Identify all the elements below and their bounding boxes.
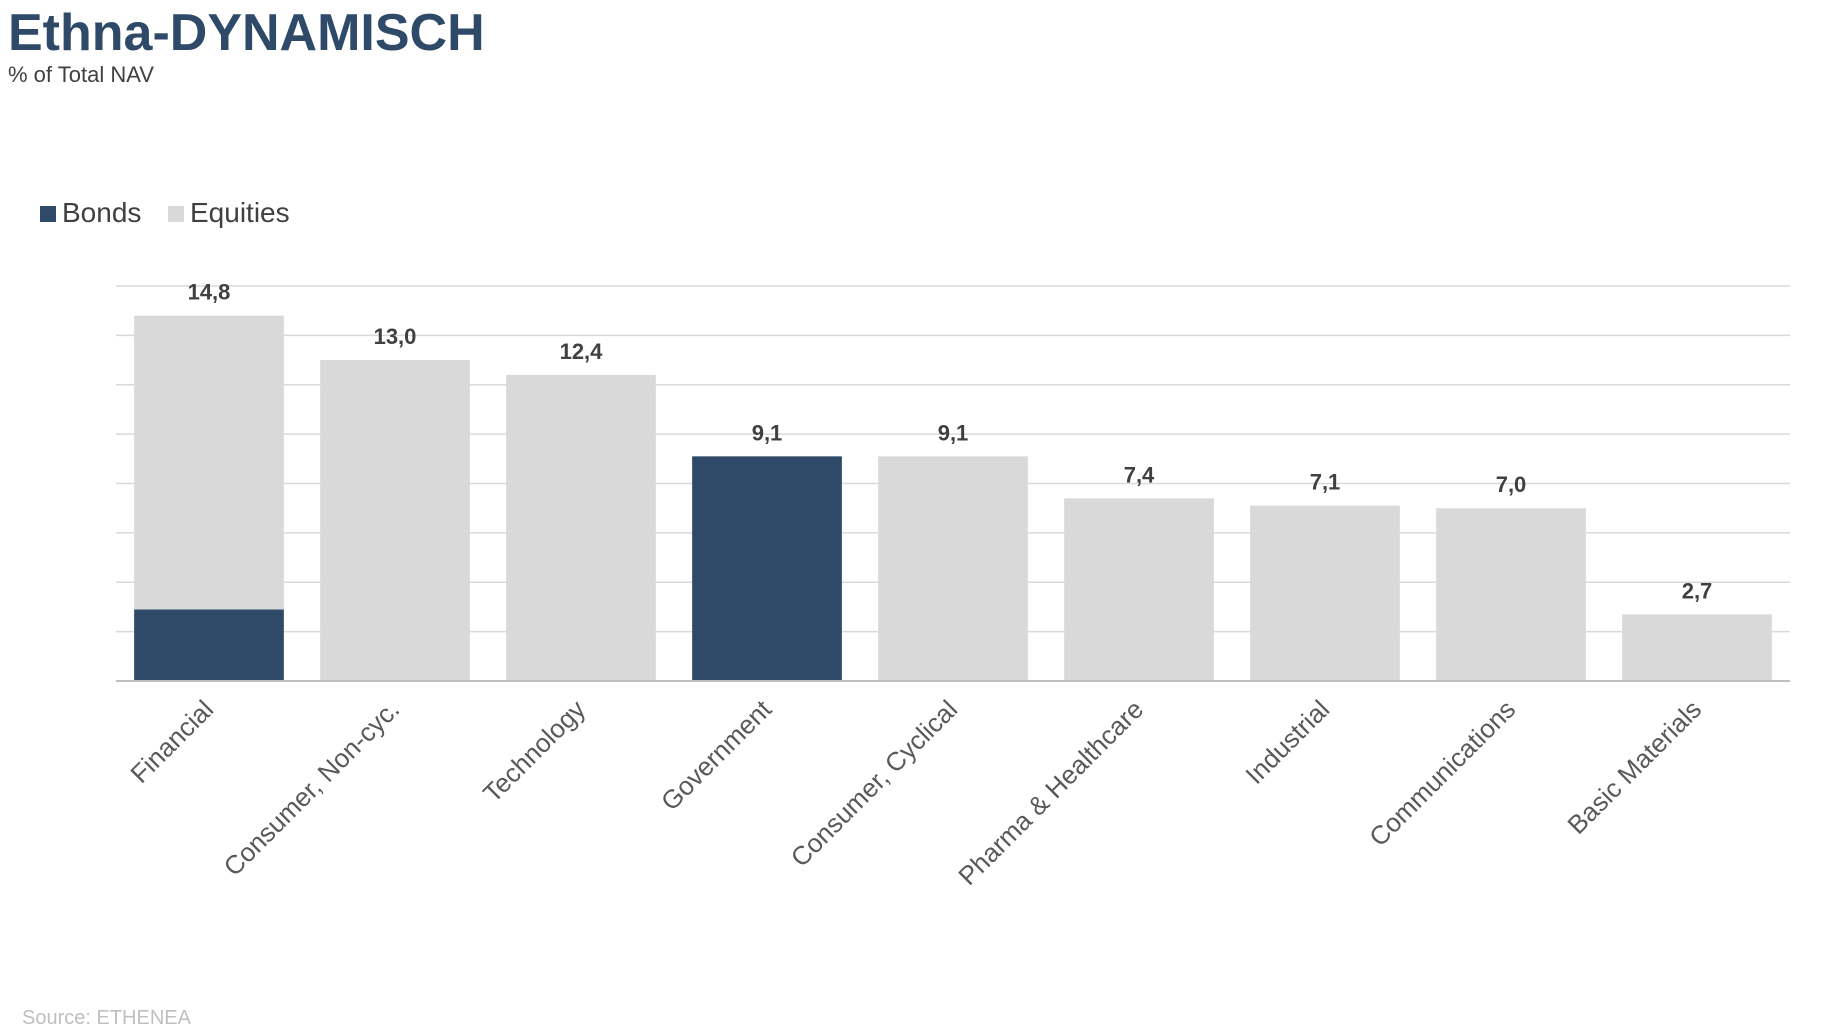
legend-swatch-equities [168, 206, 184, 222]
chart-subtitle: % of Total NAV [8, 62, 154, 87]
data-label: 14,8 [188, 280, 231, 305]
bar-equities-1 [320, 360, 470, 681]
data-label: 9,1 [752, 420, 783, 445]
category-label: Government [655, 693, 778, 816]
data-label: 7,4 [1124, 462, 1155, 487]
category-label: Financial [124, 694, 219, 789]
category-label: Technology [477, 694, 591, 808]
data-label: 7,1 [1310, 470, 1341, 495]
bar-equities-2 [506, 374, 656, 681]
data-label: 7,0 [1496, 472, 1527, 497]
legend: Bonds Equities [40, 197, 290, 228]
category-label: Industrial [1239, 694, 1335, 790]
bar-equities-4 [878, 456, 1028, 681]
data-label: 2,7 [1682, 578, 1713, 603]
data-label: 9,1 [938, 420, 969, 445]
data-label: 13,0 [374, 324, 417, 349]
bar-equities-8 [1622, 614, 1772, 681]
legend-label-equities: Equities [190, 197, 290, 228]
bar-equities-7 [1436, 508, 1586, 681]
bar-bonds-0 [134, 609, 284, 681]
category-label: Communications [1363, 694, 1521, 852]
bar-equities-0 [134, 315, 284, 610]
bar-equities-6 [1250, 505, 1400, 681]
bar-bonds-3 [692, 456, 842, 681]
legend-swatch-bonds [40, 206, 56, 222]
bars [134, 315, 1772, 681]
category-label: Pharma & Healthcare [952, 694, 1149, 891]
category-label: Basic Materials [1561, 694, 1707, 840]
bar-equities-5 [1064, 498, 1214, 681]
category-label: Consumer, Non-cyc. [217, 694, 405, 882]
source-note: Source: ETHENEA [22, 1007, 192, 1029]
data-labels: 14,8 13,0 12,4 9,1 9,1 7,4 7,1 7,0 2,7 [188, 280, 1713, 604]
legend-label-bonds: Bonds [62, 197, 141, 228]
category-label: Consumer, Cyclical [785, 694, 964, 873]
data-label: 12,4 [560, 339, 604, 364]
chart-title: Ethna-DYNAMISCH [8, 4, 485, 62]
